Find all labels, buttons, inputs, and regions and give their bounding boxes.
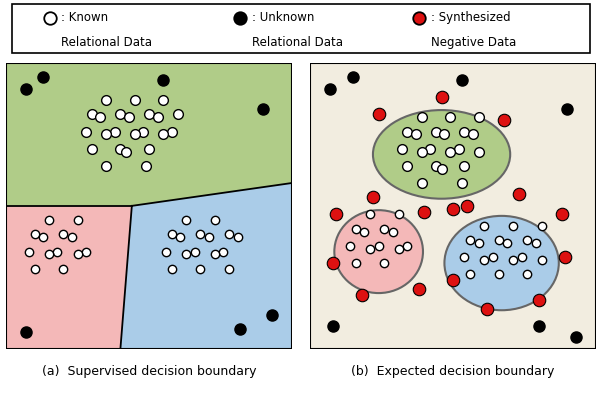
Text: Relational Data: Relational Data (252, 36, 343, 49)
Polygon shape (6, 63, 292, 206)
Polygon shape (6, 206, 132, 349)
Ellipse shape (373, 110, 510, 199)
Text: (b)  Expected decision boundary: (b) Expected decision boundary (352, 364, 554, 377)
Text: : Known: : Known (61, 11, 108, 24)
Polygon shape (120, 183, 292, 349)
Text: : Unknown: : Unknown (252, 11, 314, 24)
Text: Negative Data: Negative Data (431, 36, 517, 49)
Ellipse shape (334, 210, 423, 293)
Text: (a)  Supervised decision boundary: (a) Supervised decision boundary (42, 364, 256, 377)
FancyBboxPatch shape (12, 4, 590, 53)
Text: : Synthesized: : Synthesized (431, 11, 510, 24)
Ellipse shape (444, 216, 559, 310)
Text: Relational Data: Relational Data (61, 36, 152, 49)
